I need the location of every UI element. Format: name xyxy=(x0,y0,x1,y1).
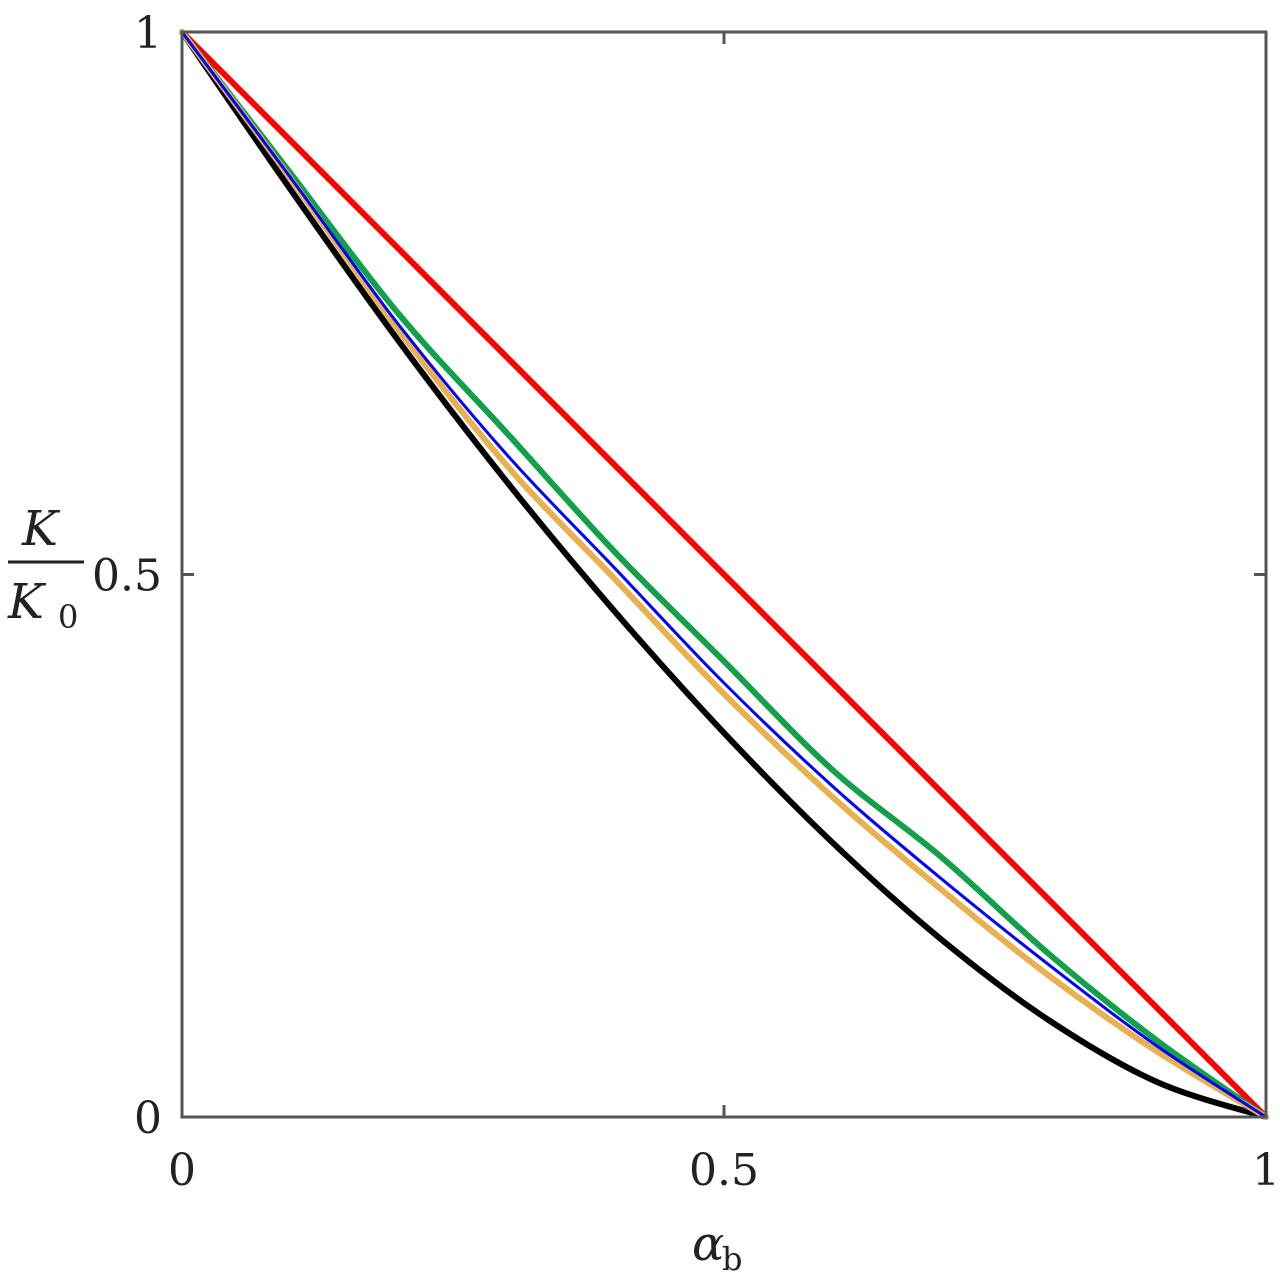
x-label-sub: b xyxy=(722,1240,742,1275)
y-tick-label: 0.5 xyxy=(92,551,162,602)
y-tick-label: 1 xyxy=(134,8,162,59)
series-line-blue xyxy=(180,30,1268,1119)
series-line-black xyxy=(179,29,1269,1120)
x-tick-label: 0 xyxy=(168,1145,196,1196)
ticks-layer: 00 0.5 0.5 1 1 xyxy=(92,8,1280,1196)
x-axis-label: α b xyxy=(692,1216,742,1275)
series-line-green xyxy=(179,29,1269,1120)
series-line-orange xyxy=(179,29,1269,1120)
x-tick-label: 1 xyxy=(1252,1145,1280,1196)
x-tick-label: 0.5 xyxy=(689,1145,759,1196)
x-label-main: α xyxy=(692,1216,724,1272)
y-axis-label: K K 0 xyxy=(7,501,84,636)
series-layer xyxy=(179,29,1269,1120)
y-label-denominator-sub: 0 xyxy=(58,598,78,636)
y-label-denominator: K xyxy=(7,574,47,630)
y-label-numerator: K xyxy=(21,501,61,557)
y-tick-label: 0 xyxy=(134,1093,162,1144)
series-line-red xyxy=(179,29,1269,1120)
